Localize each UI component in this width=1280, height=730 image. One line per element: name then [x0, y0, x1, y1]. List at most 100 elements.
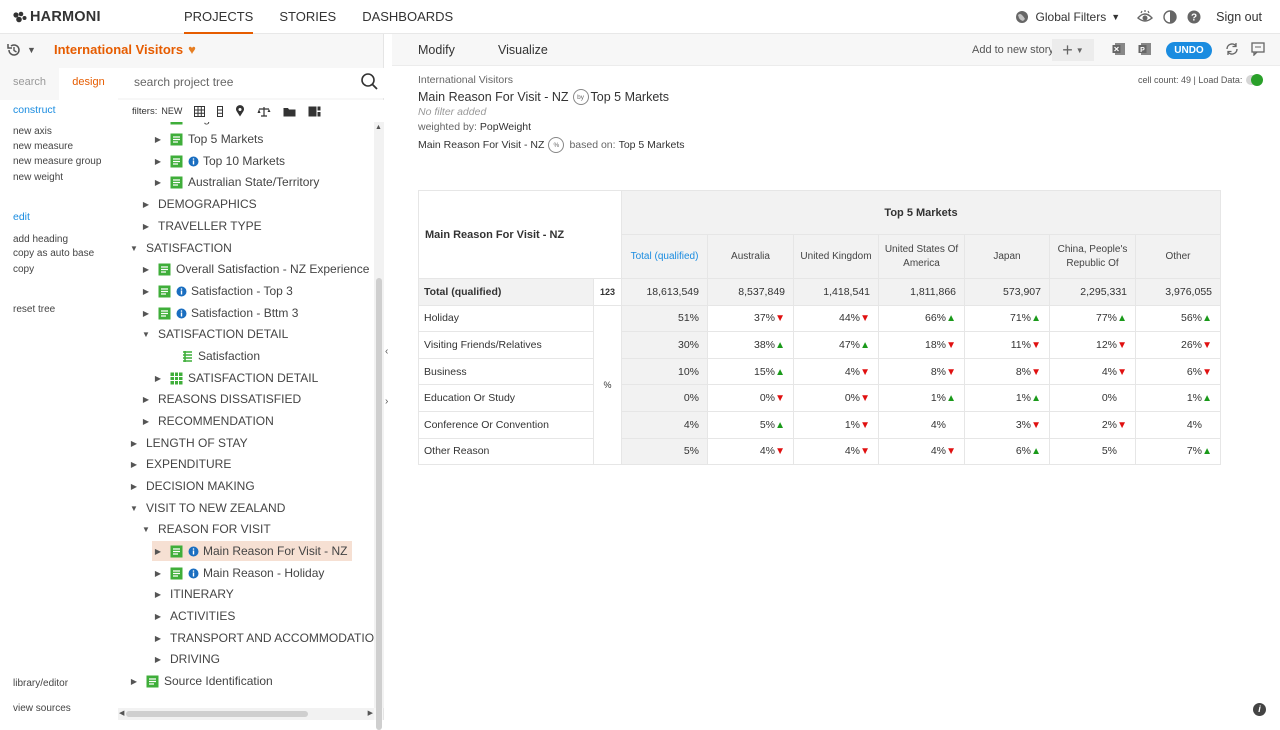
tab-design[interactable]: design [59, 68, 118, 100]
collapse-left-arrow-icon[interactable]: ‹ [385, 346, 389, 357]
column-header[interactable]: Australia [707, 234, 794, 279]
tree-item[interactable]: ▶ ITINERARY [152, 584, 234, 604]
column-header[interactable]: Other [1135, 234, 1221, 279]
scroll-left-arrow-icon[interactable]: ◀ [119, 710, 125, 717]
expand-arrow-icon[interactable]: ▶ [154, 654, 162, 664]
info-icon[interactable] [188, 546, 199, 557]
expand-arrow-icon[interactable]: ▶ [130, 676, 138, 686]
tree-item[interactable]: ▶ ACTIVITIES [152, 606, 235, 626]
balance-icon[interactable] [257, 106, 271, 117]
search-icon[interactable] [360, 72, 378, 95]
collapse-arrow-icon[interactable]: ▼ [130, 503, 138, 513]
info-icon[interactable] [176, 308, 187, 319]
tree-item[interactable]: ▶ SATISFACTION DETAIL [152, 368, 318, 388]
expand-arrow-icon[interactable]: ▶ [130, 481, 138, 491]
tree-item[interactable]: ▶ DRIVING [152, 649, 220, 669]
expand-arrow-icon[interactable]: ▶ [154, 177, 162, 187]
tree-item[interactable]: ▶ Satisfaction - Top 3 [140, 281, 293, 301]
info-icon[interactable] [188, 568, 199, 579]
tree-item[interactable]: Satisfaction [164, 346, 260, 366]
row-header[interactable]: Total (qualified) [418, 278, 594, 306]
excel-export-icon[interactable] [1112, 42, 1126, 56]
tree-item[interactable]: ▶ Overall Satisfaction - NZ Experience [140, 259, 369, 279]
load-data-toggle[interactable] [1246, 74, 1264, 86]
tab-modify[interactable]: Modify [418, 43, 455, 57]
row-header[interactable]: Other Reason [418, 437, 594, 466]
row-header[interactable]: Business [418, 357, 594, 386]
scrollbar-thumb[interactable] [376, 278, 382, 730]
tree-item[interactable]: ▶ EXPENDITURE [128, 454, 231, 474]
expand-arrow-icon[interactable]: ▶ [142, 286, 150, 296]
tree-item[interactable]: ▶ TRANSPORT AND ACCOMMODATION [152, 628, 374, 648]
grid-filter-icon[interactable] [194, 105, 206, 117]
library-editor-link[interactable]: library/editor [13, 678, 69, 689]
preview-eye-icon[interactable] [1137, 10, 1154, 24]
layout-icon[interactable] [308, 106, 321, 117]
tree-item[interactable]: ▼ SATISFACTION [128, 238, 232, 258]
tree-item[interactable]: ▼ VISIT TO NEW ZEALAND [128, 498, 285, 518]
filter-new-button[interactable]: NEW [161, 106, 183, 116]
info-icon[interactable] [188, 156, 199, 167]
contrast-icon[interactable] [1163, 10, 1177, 24]
folder-icon[interactable] [283, 106, 296, 117]
new-axis-link[interactable]: new axis [13, 126, 52, 137]
copy-as-auto-base-link[interactable]: copy as auto base [13, 248, 95, 259]
column-header[interactable]: United States Of America [878, 234, 965, 279]
info-icon[interactable]: i [1253, 703, 1266, 716]
column-header[interactable]: China, People's Republic Of [1049, 234, 1136, 279]
new-measure-group-link[interactable]: new measure group [13, 156, 102, 167]
expand-arrow-icon[interactable]: ▶ [154, 373, 162, 383]
expand-arrow-icon[interactable]: ▶ [142, 264, 150, 274]
expand-arrow-icon[interactable]: ▶ [154, 156, 162, 166]
info-icon[interactable] [176, 286, 187, 297]
favorite-heart-icon[interactable]: ♥ [188, 42, 196, 57]
powerpoint-export-icon[interactable]: P [1138, 42, 1152, 56]
search-input[interactable] [132, 74, 352, 90]
scroll-right-arrow-icon[interactable]: ▶ [367, 710, 373, 717]
tree-vertical-scrollbar[interactable]: ▲ [374, 122, 384, 730]
reset-tree-link[interactable]: reset tree [13, 304, 56, 315]
add-heading-link[interactable]: add heading [13, 234, 69, 245]
expand-arrow-icon[interactable]: ▶ [130, 459, 138, 469]
tree-horizontal-scrollbar[interactable]: ◀ ▶ [118, 708, 374, 720]
harmoni-logo[interactable]: HARMONI [13, 9, 101, 25]
tree-item[interactable]: ▶ Main Reason - Holiday [152, 563, 324, 583]
col-axis-header[interactable]: Top 5 Markets [621, 190, 1221, 235]
expand-arrow-icon[interactable]: ▶ [154, 611, 162, 621]
expand-arrow-icon[interactable]: ▶ [130, 438, 138, 448]
tree-item[interactable]: ▶ Top 5 Markets [152, 129, 263, 149]
collapse-arrow-icon[interactable]: ▼ [130, 243, 138, 253]
tree-item[interactable]: ▶ DEMOGRAPHICS [140, 194, 257, 214]
tree-item[interactable]: ▶ DECISION MAKING [128, 476, 255, 496]
expand-arrow-icon[interactable]: ▶ [142, 221, 150, 231]
expand-arrow-icon[interactable]: ▶ [154, 589, 162, 599]
tree-item[interactable]: ▶ Source Identification [128, 671, 273, 691]
expand-arrow-icon[interactable]: ▶ [142, 394, 150, 404]
row-header[interactable]: Holiday [418, 304, 594, 333]
column-header[interactable]: Total (qualified) [621, 234, 708, 279]
breadcrumb[interactable]: International Visitors [418, 74, 513, 86]
expand-arrow-icon[interactable]: ▶ [154, 546, 162, 556]
tree-item[interactable]: ▶ Top 10 Markets [152, 151, 285, 171]
refresh-icon[interactable] [1225, 42, 1239, 56]
copy-link[interactable]: copy [13, 264, 35, 275]
location-pin-icon[interactable] [235, 105, 245, 117]
expand-arrow-icon[interactable]: ▶ [142, 308, 150, 318]
collapse-arrow-icon[interactable]: ▼ [142, 329, 150, 339]
tree-item[interactable]: ▼ REASON FOR VISIT [140, 519, 271, 539]
expand-arrow-icon[interactable]: ▶ [152, 122, 164, 123]
tree-item[interactable]: ▶ Regions [152, 122, 232, 128]
scrollbar-thumb[interactable] [126, 711, 308, 717]
view-sources-link[interactable]: view sources [13, 703, 71, 714]
help-icon[interactable]: ? [1187, 10, 1201, 24]
column-header[interactable]: United Kingdom [793, 234, 879, 279]
weighted-by-value[interactable]: PopWeight [479, 121, 532, 133]
collapse-arrow-icon[interactable]: ▼ [142, 524, 150, 534]
row-header[interactable]: Conference Or Convention [418, 410, 594, 439]
row-header[interactable]: Education Or Study [418, 384, 594, 412]
add-to-story-button[interactable]: + ▼ [1052, 39, 1094, 61]
tree-item[interactable]: ▶ TRAVELLER TYPE [140, 216, 262, 236]
tree-item[interactable]: ▶ Main Reason For Visit - NZ [152, 541, 352, 561]
row-axis-header[interactable]: Main Reason For Visit - NZ [418, 190, 622, 279]
expand-right-arrow-icon[interactable]: › [385, 396, 389, 407]
